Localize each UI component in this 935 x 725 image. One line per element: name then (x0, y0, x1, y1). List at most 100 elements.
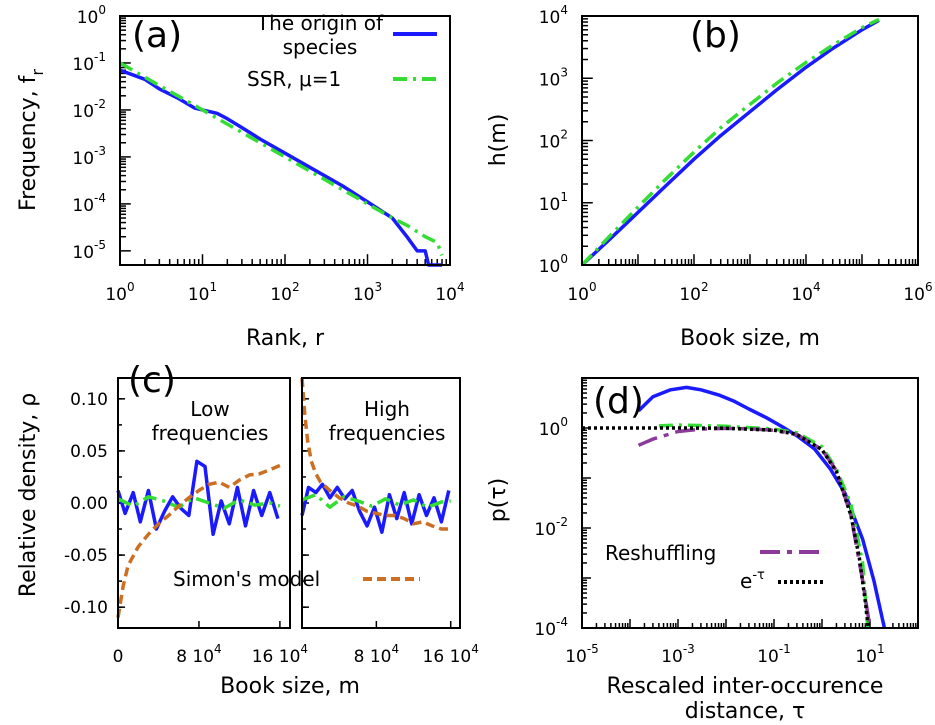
x-tick-label-exp: 3 (375, 280, 383, 294)
y-tick-label: 0.10 (70, 390, 108, 410)
legend-label: e-τ (740, 568, 765, 593)
x-tick-label-base: 8 10 (354, 647, 392, 667)
y-axis-label: Frequency, fr (16, 69, 47, 211)
legend-label: The origin of (256, 11, 384, 35)
x-axis-label: Book size, m (680, 326, 820, 351)
y-tick-label: 0.05 (70, 442, 108, 462)
y-axis-label-sub: r (28, 69, 47, 76)
plot-frame (117, 377, 291, 629)
x-tick-label-exp: 4 (300, 642, 308, 656)
x-tick-label-base: 16 10 (252, 647, 301, 667)
x-tick-label-exp: 0 (589, 280, 597, 294)
x-tick-label-exp: -1 (779, 642, 791, 656)
x-tick-label-exp: 2 (292, 280, 300, 294)
x-tick-label: 104 (435, 280, 464, 305)
x-tick-label: 10-1 (757, 642, 791, 667)
x-tick-label-base: 10 (567, 285, 589, 305)
y-tick-label: 103 (539, 65, 568, 90)
y-axis-label-main: Frequency, f (16, 74, 41, 211)
x-tick-label-base: 16 10 (423, 647, 472, 667)
panel-label: (b) (690, 15, 741, 56)
x-tick-label: 100 (105, 280, 134, 305)
y-tick-label-exp: -1 (94, 50, 106, 64)
x-tick-label-exp: 6 (925, 280, 933, 294)
x-tick-label-base: 8 10 (176, 647, 214, 667)
series-line (301, 492, 451, 509)
panel-label: (c) (128, 360, 176, 401)
series-line (300, 482, 451, 534)
subplot-title: Low (190, 397, 229, 421)
series-line (580, 17, 880, 267)
x-tick-label-base: 10 (903, 285, 925, 305)
y-tick-label-exp: 4 (560, 3, 568, 17)
series-line (582, 426, 871, 629)
x-tick-label: 101 (188, 280, 217, 305)
y-tick-label-exp: 0 (560, 252, 568, 266)
y-tick-label-base: 10 (72, 149, 94, 169)
series-line (116, 463, 281, 618)
y-tick-label-exp: 3 (560, 65, 568, 79)
plot-frame (119, 15, 451, 266)
x-tick-label-exp: 4 (457, 280, 465, 294)
x-tick-label-base: 10 (661, 647, 683, 667)
y-tick-label-exp: -2 (94, 97, 106, 111)
x-tick-label-base: 10 (791, 285, 813, 305)
subplot-title: frequencies (329, 421, 446, 445)
x-axis-label: Rescaled inter-occurence (607, 674, 884, 699)
x-tick-label-base: 10 (565, 647, 587, 667)
y-tick-label: 10-4 (534, 615, 568, 640)
x-tick-label-base: 10 (679, 285, 701, 305)
series-line (117, 495, 281, 510)
panel-a: 100 101 102 103 10410010-110-210-310-410-5Ra… (16, 3, 465, 351)
y-tick-label: 101 (539, 190, 568, 215)
x-tick-label: 8 104 (354, 642, 400, 667)
y-tick-label-base: 10 (539, 70, 561, 90)
y-tick-label: 102 (539, 128, 568, 153)
subplot-title: frequencies (152, 421, 269, 445)
legend-label-base: e (740, 569, 752, 593)
x-tick-label-base: 0 (113, 647, 124, 667)
x-tick-label-exp: 4 (813, 280, 821, 294)
x-tick-label-exp: 4 (214, 642, 222, 656)
legend-label-exp: -τ (752, 568, 765, 583)
x-tick-label-exp: 4 (391, 642, 399, 656)
series-line (658, 423, 870, 629)
y-tick-label: -0.10 (64, 598, 108, 618)
y-tick-label: 10-2 (72, 97, 106, 122)
x-axis-label: Rank, r (246, 326, 325, 351)
x-tick-label: 0 (113, 647, 124, 667)
y-tick-label-exp: -2 (556, 515, 568, 529)
x-tick-label-base: 10 (757, 647, 779, 667)
subplot-title: High (364, 397, 410, 421)
x-tick-label-base: 10 (855, 647, 877, 667)
legend-label: SSR, μ=1 (247, 67, 341, 91)
y-tick-label: 100 (539, 252, 568, 277)
y-tick-label: 104 (539, 3, 568, 28)
x-tick-label: 16 104 (252, 642, 308, 667)
x-tick-label-exp: 1 (210, 280, 218, 294)
y-tick-label: 100 (77, 3, 106, 28)
y-tick-label: 10-5 (72, 238, 106, 263)
x-tick-label: 102 (679, 280, 708, 305)
series-line (580, 18, 880, 267)
y-tick-label-base: 10 (72, 243, 94, 263)
x-tick-label: 10-5 (565, 642, 599, 667)
x-tick-label-exp: 2 (701, 280, 709, 294)
x-tick-label: 104 (791, 280, 820, 305)
series-line (637, 426, 872, 629)
y-tick-label-base: 10 (539, 420, 561, 440)
y-tick-label-exp: -4 (94, 191, 106, 205)
x-axis-label: Book size, m (220, 674, 360, 699)
y-tick-label-exp: 2 (560, 128, 568, 142)
x-tick-label-base: 10 (435, 285, 457, 305)
y-tick-label: 10-2 (534, 515, 568, 540)
series-line (119, 61, 444, 257)
y-axis-label: p(τ) (486, 478, 511, 522)
x-tick-label: 8 104 (176, 642, 222, 667)
x-tick-label: 102 (270, 280, 299, 305)
x-tick-label-exp: 4 (471, 642, 479, 656)
y-tick-label-base: 10 (539, 257, 561, 277)
x-tick-label-exp: -3 (683, 642, 695, 656)
